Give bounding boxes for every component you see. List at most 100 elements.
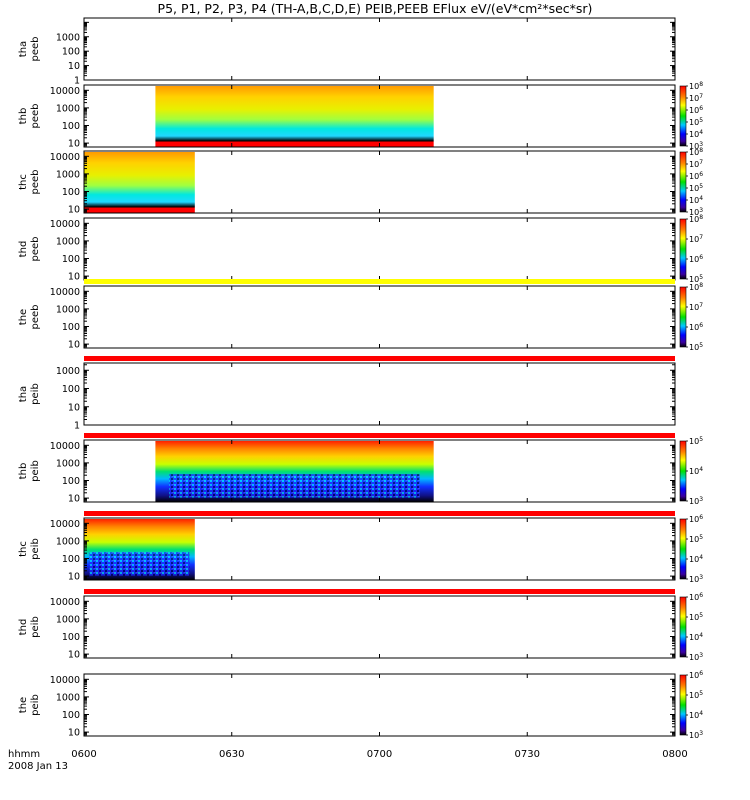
colorbar: 103 104 105 106	[679, 670, 703, 740]
overflow-line	[84, 511, 675, 516]
colorbar: 103 104 105 106 107 108	[679, 147, 703, 217]
colorbar: 103 104 105	[679, 436, 703, 506]
y-tick-label: 100	[62, 187, 80, 198]
probe-label: the	[18, 697, 29, 713]
y-tick-label: 100	[62, 254, 80, 265]
x-tick-label: 0730	[515, 749, 540, 760]
colorbar-tick-label: 105	[689, 436, 703, 446]
y-tick-label: 10000	[50, 219, 80, 230]
colorbar-tick-label: 108	[689, 214, 703, 224]
panel-frame	[83, 362, 676, 426]
probe-label: thc	[18, 174, 29, 190]
spectrogram-data	[155, 86, 434, 147]
y-tick-label: 100	[62, 710, 80, 721]
colorbar: 105 106 107 108	[679, 282, 703, 352]
probe-label: tha	[18, 41, 29, 57]
y-tick-label: 10	[68, 650, 80, 661]
overflow-line	[84, 433, 675, 438]
panel-thc-peib: 10 100 1000 10000 thc peib 103 104 105 106	[18, 511, 703, 584]
product-label: peeb	[30, 104, 41, 129]
product-label: peib	[30, 460, 41, 482]
panel-frame	[83, 595, 676, 659]
colorbar-tick-label: 105	[689, 274, 703, 284]
panel-frame	[83, 285, 676, 349]
colorbar-tick-label: 105	[689, 117, 703, 127]
y-tick-label: 1000	[56, 32, 80, 43]
probe-label: thb	[18, 108, 29, 125]
y-tick-label: 1000	[56, 614, 80, 625]
product-label: peib	[30, 694, 41, 716]
x-tick-label: 0700	[367, 749, 392, 760]
y-tick-label: 100	[62, 322, 80, 333]
colorbar-tick-label: 103	[689, 496, 703, 506]
product-label: peeb	[30, 305, 41, 330]
panel-thb-peib: 10 100 1000 10000 thb peib 103 104 105	[18, 433, 703, 506]
y-tick-label: 10	[68, 205, 80, 216]
colorbar-tick-label: 104	[689, 710, 703, 720]
colorbar-tick-label: 108	[689, 282, 703, 292]
colorbar-tick-label: 104	[689, 554, 703, 564]
colorbar-tick-label: 103	[689, 652, 703, 662]
overflow-line	[84, 589, 675, 594]
y-tick-label: 10000	[50, 597, 80, 608]
y-tick-label: 100	[62, 476, 80, 487]
y-tick-label: 1000	[56, 458, 80, 469]
product-label: peib	[30, 383, 41, 405]
colorbar-tick-label: 104	[689, 466, 703, 476]
overflow-line	[84, 279, 675, 284]
y-tick-label: 10000	[50, 86, 80, 97]
colorbar-tick-label: 105	[689, 183, 703, 193]
colorbar: 103 104 105 106	[679, 592, 703, 662]
colorbar-tick-label: 105	[689, 342, 703, 352]
colorbar-tick-label: 107	[689, 93, 703, 103]
product-label: peeb	[30, 37, 41, 62]
y-tick-label: 10	[68, 728, 80, 739]
probe-label: thb	[18, 463, 29, 480]
colorbar-scale	[679, 286, 687, 348]
probe-label: thd	[18, 619, 29, 636]
y-tick-label: 10000	[50, 287, 80, 298]
colorbar-tick-label: 107	[689, 159, 703, 169]
y-tick-label: 10	[68, 61, 80, 72]
colorbar-tick-label: 105	[689, 534, 703, 544]
panel-the-peeb: 10 100 1000 10000 the peeb 105 106 107 108	[18, 279, 703, 352]
spectrogram-noise	[89, 552, 190, 576]
panel-the-peib: 10 100 1000 10000 the peib 103 104 105 106	[18, 670, 703, 740]
colorbar-tick-label: 103	[689, 141, 703, 151]
y-tick-label: 100	[62, 47, 80, 58]
colorbar-tick-label: 106	[689, 322, 703, 332]
colorbar-tick-label: 105	[689, 612, 703, 622]
y-tick-label: 1	[74, 76, 80, 87]
colorbar-tick-label: 103	[689, 574, 703, 584]
panel-thd-peib: 10 100 1000 10000 thd peib 103 104 105 106	[18, 589, 703, 662]
colorbar-tick-label: 107	[689, 234, 703, 244]
colorbar-scale	[679, 218, 687, 280]
y-tick-label: 10	[68, 402, 80, 413]
y-tick-label: 10000	[50, 675, 80, 686]
y-tick-label: 100	[62, 632, 80, 643]
y-tick-label: 10	[68, 139, 80, 150]
colorbar: 103 104 105 106 107 108	[679, 81, 703, 151]
colorbar-tick-label: 105	[689, 690, 703, 700]
y-tick-label: 1	[74, 421, 80, 432]
colorbar-scale	[679, 674, 687, 736]
colorbar-tick-label: 106	[689, 105, 703, 115]
y-tick-label: 10000	[50, 441, 80, 452]
panel-frame	[83, 673, 676, 737]
colorbar-tick-label: 106	[689, 171, 703, 181]
colorbar-scale	[679, 151, 687, 213]
y-tick-label: 100	[62, 554, 80, 565]
colorbar-tick-label: 106	[689, 592, 703, 602]
y-tick-label: 1000	[56, 692, 80, 703]
spectrogram-noise	[169, 474, 420, 498]
y-tick-label: 10000	[50, 152, 80, 163]
time-axis: 0600 0630 0700 0730 0800	[71, 749, 687, 760]
date-label: 2008 Jan 13	[8, 761, 68, 772]
y-tick-label: 10	[68, 572, 80, 583]
spectrogram-data	[84, 152, 195, 213]
product-label: peeb	[30, 237, 41, 262]
time-label: hhmm	[8, 749, 40, 760]
colorbar-scale	[679, 85, 687, 147]
product-label: peib	[30, 616, 41, 638]
